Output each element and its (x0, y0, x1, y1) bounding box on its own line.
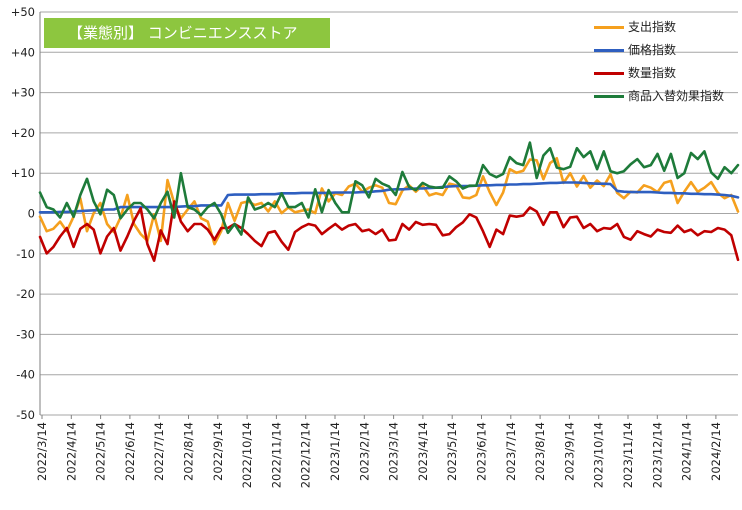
y-tick-label: +20 (11, 126, 35, 140)
x-tick-label: 2023/3/14 (387, 422, 401, 481)
x-tick-label: 2023/4/14 (416, 422, 430, 481)
x-tick-label: 2022/5/14 (94, 422, 108, 481)
x-tick-label: 2022/11/14 (269, 422, 283, 488)
y-tick-label: -30 (16, 327, 35, 341)
y-tick-label: -10 (16, 247, 35, 261)
x-tick-label: 2023/1/14 (328, 422, 342, 481)
legend-swatch-price (594, 49, 624, 52)
x-tick-label: 2022/10/14 (240, 422, 254, 488)
legend: 支出指数 価格指数 数量指数 商品入替効果指数 (594, 18, 740, 110)
x-tick-label: 2023/2/14 (357, 422, 371, 481)
x-tick-label: 2023/12/14 (650, 422, 664, 488)
x-tick-label: 2023/9/14 (562, 422, 576, 481)
x-tick-label: 2022/3/14 (35, 422, 49, 481)
x-tick-label: 2023/7/14 (504, 422, 518, 481)
legend-item-quantity: 数量指数 (594, 64, 740, 87)
legend-item-price: 価格指数 (594, 41, 740, 64)
y-tick-label: 0 (28, 207, 35, 221)
y-tick-label: +50 (11, 5, 35, 19)
x-tick-label: 2024/1/14 (680, 422, 694, 481)
x-tick-label: 2022/8/14 (182, 422, 196, 481)
y-tick-label: +10 (11, 166, 35, 180)
x-tick-label: 2022/9/14 (211, 422, 225, 481)
legend-item-replacement: 商品入替効果指数 (594, 87, 740, 110)
x-axis-ticks: 2022/3/14 2022/4/14 2022/5/14 2022/6/14 2022… (35, 415, 723, 488)
legend-swatch-quantity (594, 72, 624, 75)
x-tick-label: 2023/11/14 (621, 422, 635, 488)
y-tick-label: -20 (16, 287, 35, 301)
series-line-0 (38, 157, 740, 246)
y-tick-label: -50 (16, 408, 35, 422)
x-tick-label: 2022/6/14 (123, 422, 137, 481)
legend-swatch-spending (594, 26, 624, 29)
legend-label-quantity: 数量指数 (628, 66, 677, 80)
x-tick-label: 2022/4/14 (64, 422, 78, 481)
x-tick-label: 2022/7/14 (152, 422, 166, 481)
y-axis-ticks: +50 +40 +30 +20 +10 0 -10 -20 -30 -40 -50 (11, 5, 35, 422)
x-tick-label: 2023/5/14 (445, 422, 459, 481)
y-tick-label: -40 (16, 368, 35, 382)
series-line-3 (38, 141, 740, 236)
x-tick-label: 2022/12/14 (299, 422, 313, 488)
y-tick-label: +40 (11, 45, 35, 59)
series-lines (38, 141, 740, 263)
x-tick-label: 2023/8/14 (533, 422, 547, 481)
chart-title: 【業態別】 コンビニエンスストア (44, 18, 330, 48)
series-line-1 (38, 181, 740, 214)
legend-label-replacement: 商品入替効果指数 (628, 89, 725, 103)
x-tick-label: 2023/6/14 (475, 422, 489, 481)
y-tick-label: +30 (11, 86, 35, 100)
legend-label-price: 価格指数 (628, 43, 677, 57)
x-tick-label: 2023/10/14 (592, 422, 606, 488)
series-line-2 (38, 200, 740, 263)
legend-item-spending: 支出指数 (594, 18, 740, 41)
x-tick-label: 2024/2/14 (709, 422, 723, 481)
legend-label-spending: 支出指数 (628, 20, 677, 34)
legend-swatch-replacement (594, 95, 624, 98)
